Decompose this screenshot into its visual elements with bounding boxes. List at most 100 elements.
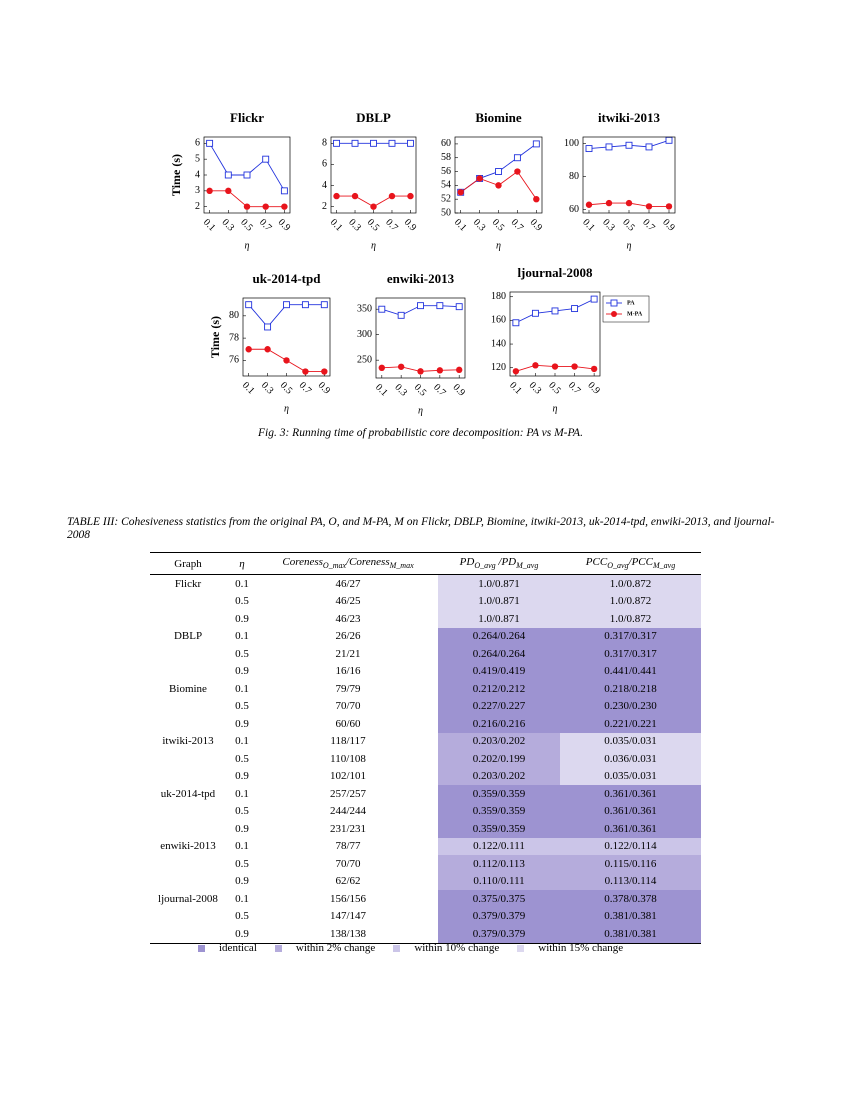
marker xyxy=(206,187,213,195)
x-tick-label: 0.1 xyxy=(507,380,524,397)
eta-cell: 0.9 xyxy=(235,822,249,835)
plot-frame xyxy=(375,297,466,379)
table-row: itwiki-2013 0.1 118/117 0.203/0.202 0.035/0.… xyxy=(150,732,701,750)
pd-cell: 0.203/0.202 xyxy=(438,732,560,750)
coreness-cell: 16/16 xyxy=(335,665,361,678)
marker xyxy=(585,201,593,208)
coreness-cell: 110/108 xyxy=(330,752,366,765)
marker xyxy=(512,368,520,375)
table-row: ljournal-2008 0.1 156/156 0.375/0.375 0.378/… xyxy=(150,890,701,908)
marker xyxy=(455,303,463,311)
marker xyxy=(590,295,598,303)
marker xyxy=(206,139,214,147)
chart-title: enwiki-2013 xyxy=(387,271,455,286)
y-tick-label: 6 xyxy=(195,138,200,149)
plot-frame xyxy=(242,297,331,377)
marker xyxy=(571,363,578,370)
marker xyxy=(262,203,269,210)
table-caption: TABLE III: Cohesiveness statistics from … xyxy=(67,516,775,541)
eta-cell: 0.9 xyxy=(235,717,249,730)
header-subscript: M_max xyxy=(389,561,414,571)
header-subscript: M_avg xyxy=(516,561,539,571)
header-text: Coreness xyxy=(282,556,323,569)
pd-cell: 0.110/0.111 xyxy=(438,872,560,890)
chart-title: ljournal-2008 xyxy=(517,265,593,280)
plot-frame xyxy=(330,136,417,214)
y-tick-label: 100 xyxy=(564,138,579,149)
graph-cell: DBLP xyxy=(173,630,203,643)
pd-cell: 0.359/0.359 xyxy=(438,802,560,820)
y-tick-label: 160 xyxy=(491,315,506,326)
eta-cell: 0.5 xyxy=(235,857,249,870)
figure-caption: Fig. 3: Running time of probabilistic co… xyxy=(258,427,583,439)
chart-title: Flickr xyxy=(230,110,264,125)
header-subscript: O_max xyxy=(322,561,347,571)
marker xyxy=(378,364,386,372)
table-row: 0.9 62/62 0.110/0.111 0.113/0.114 xyxy=(150,872,701,890)
x-tick-label: 0.3 xyxy=(259,380,276,397)
marker xyxy=(455,366,463,374)
pcc-cell: 0.381/0.381 xyxy=(560,907,701,925)
pcc-cell: 0.221/0.221 xyxy=(560,715,701,733)
graph-cell xyxy=(150,610,226,628)
pcc-cell: 0.115/0.116 xyxy=(560,855,701,873)
pd-cell: 1.0/0.871 xyxy=(438,592,560,610)
marker xyxy=(370,203,377,210)
legend-item: within 2% change xyxy=(274,942,375,954)
x-tick-label: 0.1 xyxy=(373,382,390,399)
eta-cell: 0.1 xyxy=(235,682,249,695)
pcc-cell: 0.218/0.218 xyxy=(560,680,701,698)
header-row: Graph η CorenessO_max/CorenessM_max PDO_avg… xyxy=(150,552,701,575)
header-cell: PDO_avg /PDM_avg xyxy=(438,553,560,575)
marker xyxy=(407,139,414,147)
y-tick-label: 5 xyxy=(195,153,200,164)
y-tick-label: 180 xyxy=(491,291,506,302)
marker xyxy=(513,154,521,162)
y-tick-label: 76 xyxy=(229,355,239,366)
x-tick-label: 0.1 xyxy=(580,217,597,234)
chart-title: Biomine xyxy=(475,110,521,125)
coreness-cell: 62/62 xyxy=(335,875,361,888)
y-axis-label: Time (s) xyxy=(169,154,183,196)
y-tick-label: 80 xyxy=(569,171,579,182)
legend-item: within 10% change xyxy=(393,942,499,954)
marker xyxy=(301,301,309,309)
eta-cell: 0.9 xyxy=(235,665,249,678)
plot-frame xyxy=(203,136,291,214)
table-row: 0.5 70/70 0.112/0.113 0.115/0.116 xyxy=(150,855,701,873)
marker xyxy=(436,302,444,310)
x-axis-label: η xyxy=(245,240,250,251)
marker xyxy=(533,195,540,203)
pcc-cell: 0.317/0.317 xyxy=(560,645,701,663)
x-axis-label: η xyxy=(284,403,289,414)
eta-cell: 0.9 xyxy=(235,875,249,888)
marker xyxy=(281,203,288,210)
x-tick-label: 0.9 xyxy=(402,217,419,234)
pd-cell: 0.375/0.375 xyxy=(438,890,560,908)
y-tick-label: 4 xyxy=(322,180,327,191)
marker xyxy=(280,187,288,195)
header-cell: CorenessO_max/CorenessM_max xyxy=(258,553,438,575)
marker xyxy=(551,363,559,370)
graph-cell xyxy=(150,925,226,943)
table-row: 0.9 102/101 0.203/0.202 0.035/0.031 xyxy=(150,767,701,785)
pd-cell: 0.216/0.216 xyxy=(438,715,560,733)
x-tick-label: 0.5 xyxy=(238,217,255,234)
pcc-cell: 0.361/0.361 xyxy=(560,785,701,803)
pcc-cell: 0.035/0.031 xyxy=(560,767,701,785)
marker xyxy=(457,189,464,196)
table-body: Flickr 0.1 46/27 1.0/0.871 1.0/0.872 0.5 46/25… xyxy=(150,574,701,943)
table-row: Flickr 0.1 46/27 1.0/0.871 1.0/0.872 xyxy=(150,574,701,593)
y-tick-label: 140 xyxy=(491,338,506,349)
y-tick-label: 78 xyxy=(229,332,239,343)
marker xyxy=(532,140,540,148)
pd-cell: 0.202/0.199 xyxy=(438,750,560,768)
marker xyxy=(378,305,386,313)
graph-cell: itwiki-2013 xyxy=(162,735,214,748)
legend-swatch xyxy=(198,944,205,952)
pd-cell: 1.0/0.871 xyxy=(438,574,560,593)
legend-label: within 15% change xyxy=(538,942,624,954)
marker xyxy=(417,368,424,375)
x-tick-label: 0.7 xyxy=(257,217,274,234)
